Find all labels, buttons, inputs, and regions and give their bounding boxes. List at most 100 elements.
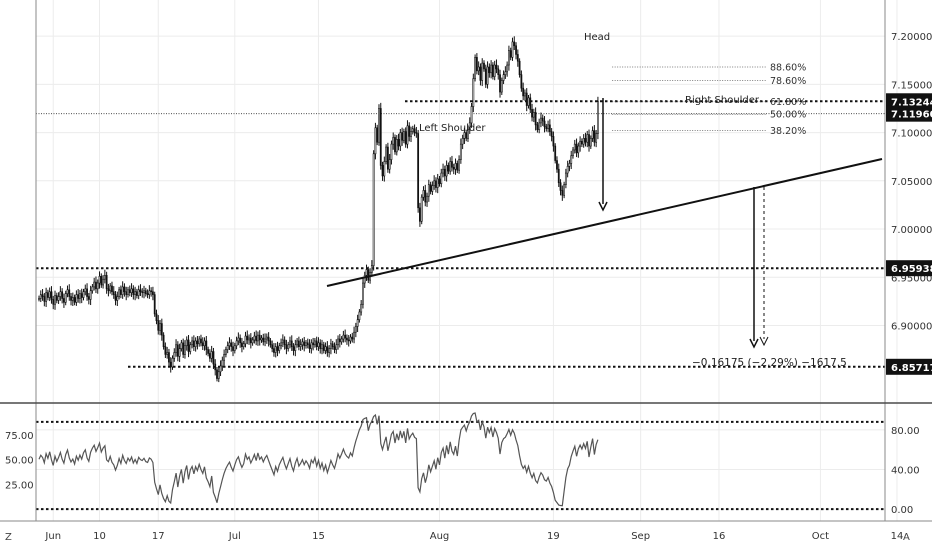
- candle: [228, 342, 231, 347]
- candle: [144, 290, 147, 294]
- price-tick-label: 6.90000: [891, 321, 932, 332]
- price-tick-label: 7.15000: [891, 80, 932, 91]
- candle: [586, 134, 589, 143]
- candle: [80, 293, 83, 298]
- candle: [296, 340, 299, 346]
- candle: [383, 161, 386, 177]
- candle: [96, 282, 99, 290]
- candle: [577, 145, 580, 154]
- candle: [424, 190, 427, 203]
- candle: [504, 71, 507, 75]
- indicator-left-tick-label: 75.00: [5, 431, 34, 442]
- candle: [196, 340, 199, 345]
- candle: [121, 286, 124, 295]
- neckline: [326, 158, 883, 287]
- fib-level-label: 61.80%: [770, 97, 806, 108]
- candle: [433, 180, 436, 186]
- candle: [479, 66, 482, 81]
- candle: [303, 341, 306, 347]
- candle: [178, 348, 181, 357]
- candle: [322, 344, 325, 351]
- candle: [139, 289, 142, 293]
- fib-level-label: 88.60%: [770, 62, 806, 73]
- candle: [511, 41, 514, 58]
- head-label: Head: [584, 32, 610, 43]
- candle: [529, 97, 532, 110]
- candle: [207, 349, 210, 354]
- candle: [513, 41, 516, 47]
- candle: [435, 180, 437, 188]
- candle: [169, 361, 172, 368]
- candle: [431, 185, 434, 192]
- candle: [568, 163, 571, 167]
- candle: [317, 342, 320, 348]
- candle: [595, 133, 598, 143]
- candle: [330, 343, 332, 349]
- candle: [388, 159, 391, 170]
- head-arrow-head: [598, 201, 608, 212]
- candle: [173, 352, 176, 359]
- candle: [299, 344, 302, 348]
- candle: [349, 336, 352, 342]
- time-tick-label: Jul: [228, 531, 241, 542]
- candle: [319, 342, 322, 349]
- candle: [360, 303, 363, 313]
- candle: [262, 337, 265, 343]
- time-ticks: Jun 10 17 Jul 15 Aug 19 Sep 16 Oct 14: [44, 531, 903, 542]
- candle: [191, 340, 193, 346]
- price-ticks: 7.20000 7.15000 7.10000 7.05000 7.00000 6.950…: [891, 32, 932, 332]
- candle: [278, 345, 281, 351]
- candle: [508, 50, 510, 66]
- candle: [443, 168, 446, 177]
- candle: [132, 288, 135, 295]
- candle: [397, 139, 400, 147]
- candle: [232, 346, 234, 351]
- candle: [39, 294, 42, 299]
- candle: [356, 319, 359, 327]
- indicator-tick-label: 80.00: [891, 426, 920, 437]
- candle: [447, 165, 450, 172]
- candle: [415, 132, 418, 134]
- candle: [269, 340, 272, 346]
- candle: [95, 281, 97, 290]
- candle: [223, 354, 226, 361]
- candle: [524, 92, 526, 97]
- candle: [454, 163, 457, 170]
- candle: [50, 291, 53, 300]
- candle: [100, 275, 103, 286]
- price-tag-label: 6.85717: [891, 363, 932, 374]
- candle: [292, 346, 295, 351]
- candle: [328, 348, 331, 353]
- candle: [70, 296, 72, 301]
- candle: [518, 60, 521, 75]
- candle: [570, 155, 573, 164]
- indicator-ticks: 80.00 40.00 0.00 75.00 50.00 25.00: [5, 426, 920, 516]
- candle: [153, 294, 156, 315]
- time-tick-label: 14: [891, 531, 904, 542]
- candle: [212, 351, 215, 365]
- candle: [221, 359, 224, 367]
- candle: [493, 64, 496, 77]
- time-tick-label: Sep: [631, 531, 650, 542]
- candle: [141, 291, 144, 293]
- price-tag: [886, 93, 932, 110]
- candle: [438, 178, 441, 184]
- candle: [488, 66, 491, 74]
- candle: [427, 184, 430, 197]
- candle: [372, 153, 375, 266]
- candle: [241, 342, 243, 348]
- candle: [273, 348, 275, 353]
- candle: [495, 64, 498, 70]
- candle: [572, 149, 574, 157]
- candle: [509, 50, 512, 58]
- candle: [449, 161, 452, 172]
- candle: [584, 138, 587, 143]
- candle: [271, 344, 274, 349]
- candle: [143, 290, 145, 293]
- candle: [589, 138, 592, 147]
- candle: [404, 131, 407, 145]
- candle: [541, 117, 544, 122]
- candle: [148, 290, 151, 295]
- candle: [527, 97, 530, 106]
- candle: [486, 66, 489, 85]
